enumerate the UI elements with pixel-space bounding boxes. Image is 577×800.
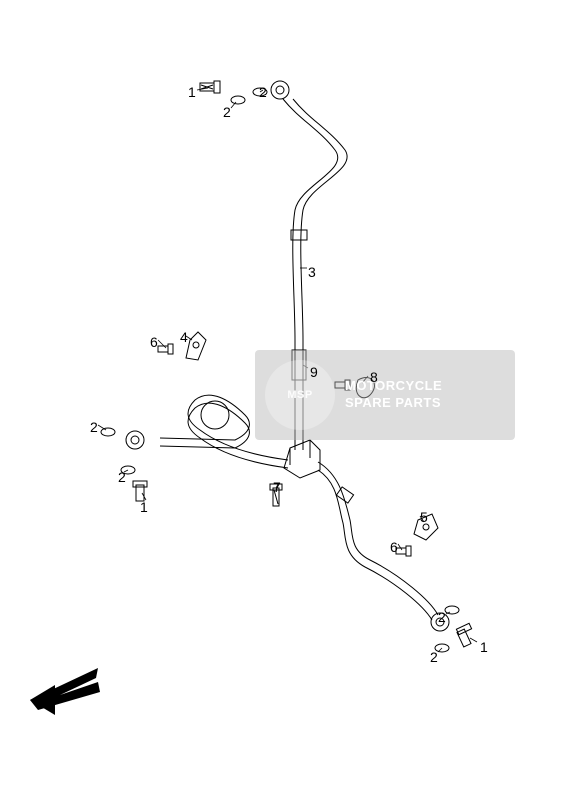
- part-clamp-4: [186, 332, 206, 360]
- callout-c2d: 2: [118, 470, 126, 484]
- callout-c3: 3: [308, 265, 316, 279]
- callout-c1a: 1: [188, 85, 196, 99]
- watermark-logo-icon: MSP: [265, 360, 335, 430]
- callout-c2a: 2: [223, 105, 231, 119]
- part-bolt-6b: [396, 546, 411, 556]
- callout-c7: 7: [273, 480, 281, 494]
- part-bolt-6a: [158, 344, 173, 354]
- callout-c2f: 2: [430, 650, 438, 664]
- callout-c6a: 6: [150, 335, 158, 349]
- part-washer: [445, 606, 459, 614]
- part-junction-block: [284, 440, 320, 478]
- callout-c5: 5: [420, 510, 428, 524]
- callout-c6b: 6: [390, 540, 398, 554]
- part-hose-right: [318, 462, 449, 631]
- callout-c2e: 2: [438, 610, 446, 624]
- watermark: MSP MOTORCYCLE SPARE PARTS: [255, 350, 515, 440]
- callout-c9: 9: [310, 365, 318, 379]
- callout-c2b: 2: [259, 85, 267, 99]
- watermark-logo-text: MSP: [287, 389, 312, 401]
- callout-c1b: 1: [140, 500, 148, 514]
- part-bolt-right: [456, 623, 471, 647]
- callout-c4: 4: [180, 330, 188, 344]
- direction-arrow-icon: [30, 668, 100, 715]
- watermark-line2: SPARE PARTS: [345, 395, 442, 412]
- parts-diagram: MSP MOTORCYCLE SPARE PARTS 1 2 2 3 6 4 9 8 2 2 1 7 5…: [0, 0, 577, 800]
- callout-c1c: 1: [480, 640, 488, 654]
- part-bolt-top: [200, 81, 220, 93]
- watermark-text: MOTORCYCLE SPARE PARTS: [345, 378, 442, 412]
- watermark-line1: MOTORCYCLE: [345, 378, 442, 395]
- callout-c2c: 2: [90, 420, 98, 434]
- callout-c8: 8: [370, 370, 378, 384]
- part-washer: [231, 96, 245, 104]
- part-washer: [101, 428, 115, 436]
